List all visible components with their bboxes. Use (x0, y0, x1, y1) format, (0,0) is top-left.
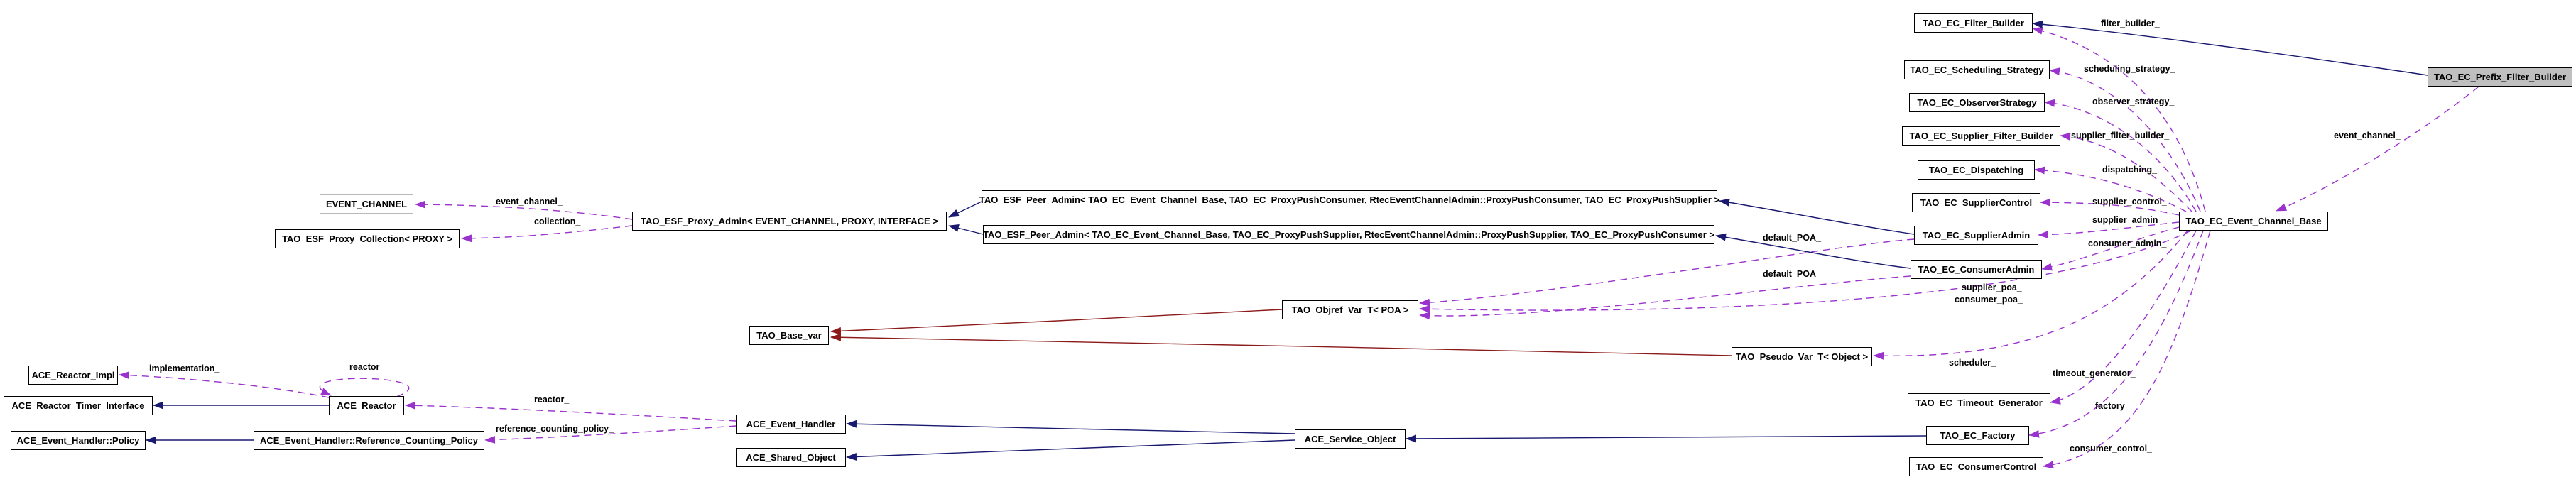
node-esf-proxy-collection[interactable]: TAO_ESF_Proxy_Collection< PROXY > (275, 229, 460, 248)
node-ec-supplier-filter-builder[interactable]: TAO_EC_Supplier_Filter_Builder (1902, 126, 2060, 146)
edge-label-dispatching: dispatching_ (2102, 165, 2158, 175)
edge-usage-observer-strategy (2044, 99, 2197, 212)
edge-usage-reference-counting-policy (484, 425, 737, 444)
node-ace-reactor-timer-interface[interactable]: ACE_Reactor_Timer_Interface (4, 396, 153, 415)
node-ec-supplier-control[interactable]: TAO_EC_SupplierControl (1912, 193, 2040, 212)
edge-usage-reactor (405, 401, 737, 422)
edge-private-pseudo-base-var (830, 333, 1732, 356)
node-event-channel: EVENT_CHANNEL (320, 194, 413, 214)
node-ec-dispatching[interactable]: TAO_EC_Dispatching (1918, 160, 2035, 180)
node-ace-service-object[interactable]: ACE_Service_Object (1295, 429, 1406, 449)
edge-label-supplier-control: supplier_control_ (2092, 197, 2167, 207)
edge-label-reactor-edge: reactor_ (534, 395, 570, 405)
edge-inherit-prefix-filter-builder (2032, 20, 2428, 76)
edge-inherit-supplier-admin-peer (1719, 198, 1915, 235)
edge-label-observer-strategy: observer_strategy_ (2092, 97, 2175, 106)
edge-label-event-channel-left: event_channel_ (496, 197, 563, 207)
edge-label-consumer-poa: consumer_poa_ (1955, 295, 2023, 305)
node-ec-filter-builder[interactable]: TAO_EC_Filter_Builder (1914, 13, 2033, 33)
edge-label-consumer-control: consumer_control_ (2070, 444, 2153, 454)
edge-label-collection: collection_ (534, 216, 581, 226)
node-ace-event-handler[interactable]: ACE_Event_Handler (736, 415, 846, 434)
edge-inherit-peer-consumer-proxy-admin (948, 201, 982, 218)
node-tao-objref-var[interactable]: TAO_Objref_Var_T< POA > (1282, 300, 1418, 319)
node-ec-observer-strategy[interactable]: TAO_EC_ObserverStrategy (1909, 93, 2045, 112)
edge-label-filter-builder: filter_builder_ (2101, 18, 2160, 28)
edge-usage-collection (461, 225, 633, 243)
node-ec-consumer-admin[interactable]: TAO_EC_ConsumerAdmin (1911, 260, 2042, 279)
edge-label-implementation: implementation_ (149, 363, 220, 373)
edge-inherit-peer-supplier-proxy-admin (948, 224, 984, 235)
node-ec-prefix-filter-builder: TAO_EC_Prefix_Filter_Builder (2428, 67, 2572, 87)
edge-label-scheduler: scheduler_ (1949, 358, 1996, 368)
node-ace-shared-object[interactable]: ACE_Shared_Object (736, 448, 846, 467)
edge-private-objref-base-var (830, 309, 1283, 335)
node-esf-peer-admin-consumer[interactable]: TAO_ESF_Peer_Admin< TAO_EC_Event_Channel… (979, 190, 1719, 209)
edge-label-default-poa-consumer: default_POA_ (1763, 269, 1821, 279)
edge-group (119, 20, 2479, 469)
edge-usage-supplier-admin (2038, 221, 2180, 239)
node-ace-event-handler-rcp[interactable]: ACE_Event_Handler::Reference_Counting_Po… (254, 431, 484, 450)
edge-usage-filter-builder (2032, 26, 2206, 212)
node-tao-base-var[interactable]: TAO_Base_var (749, 326, 829, 345)
node-ace-reactor[interactable]: ACE_Reactor (329, 396, 404, 415)
edge-usage-consumer-control (2043, 230, 2211, 469)
edge-usage-consumer-admin (2041, 226, 2180, 271)
edge-label-supplier-filter-builder: supplier_filter_builder_ (2071, 131, 2170, 141)
node-tao-pseudo-var[interactable]: TAO_Pseudo_Var_T< Object > (1732, 347, 1872, 366)
node-ec-consumer-control[interactable]: TAO_EC_ConsumerControl (1909, 457, 2043, 476)
edge-usage-supplier-filter-builder (2060, 132, 2192, 212)
edge-inherit-service-event-handler (846, 420, 1295, 434)
edge-inherit-consumer-admin-peer (1715, 233, 1911, 269)
edge-usage-dispatching (2034, 166, 2187, 212)
node-ec-scheduling-strategy[interactable]: TAO_EC_Scheduling_Strategy (1904, 60, 2050, 79)
edge-usage-supplier-control (2040, 198, 2180, 216)
node-ace-reactor-impl[interactable]: ACE_Reactor_Impl (28, 366, 118, 385)
node-ec-event-channel-base[interactable]: TAO_EC_Event_Channel_Base (2179, 212, 2328, 231)
edge-usage-scheduler (1873, 230, 2188, 360)
edge-usage-factory (2028, 230, 2204, 438)
node-ace-event-handler-policy[interactable]: ACE_Event_Handler::Policy (11, 431, 146, 450)
node-ec-factory[interactable]: TAO_EC_Factory (1926, 426, 2029, 445)
edge-label-scheduling-strategy: scheduling_strategy_ (2084, 64, 2175, 74)
node-ec-timeout-generator[interactable]: TAO_EC_Timeout_Generator (1908, 393, 2050, 412)
edge-label-event-channel-right: event_channel_ (2334, 131, 2401, 141)
edge-usage-event-channel-right (2276, 86, 2479, 212)
edge-label-reference-counting-policy: reference_counting_policy_ (496, 424, 614, 434)
edge-label-consumer-admin: consumer_admin_ (2088, 238, 2167, 248)
edge-label-supplier-admin: supplier_admin_ (2092, 215, 2163, 225)
edge-label-factory: factory_ (2095, 401, 2130, 411)
edge-usage-implementation (119, 371, 330, 398)
node-esf-peer-admin-supplier[interactable]: TAO_ESF_Peer_Admin< TAO_EC_Event_Channel… (983, 225, 1714, 244)
edge-usage-event-channel-left (415, 200, 633, 220)
edge-usage-default-poa-supplier (1419, 238, 1915, 307)
edge-usage-supplier-consumer-poa (1419, 230, 2192, 313)
edge-label-supplier-poa: supplier_poa_ (1962, 283, 2022, 292)
edge-usage-reactor-self-loop (319, 378, 410, 397)
edge-inherit-service-shared-object (846, 439, 1295, 461)
edge-inherit-factory-service-object (1406, 434, 1927, 443)
edge-usage-scheduling-strategy (2049, 67, 2201, 212)
edge-label-default-poa-supplier: default_POA_ (1763, 233, 1821, 243)
node-esf-proxy-admin[interactable]: TAO_ESF_Proxy_Admin< EVENT_CHANNEL, PROX… (632, 212, 947, 231)
edge-label-timeout-generator: timeout_generator_ (2053, 368, 2136, 378)
edge-label-reactor-loop: reactor_ (349, 362, 385, 372)
node-ec-supplier-admin[interactable]: TAO_EC_SupplierAdmin (1914, 226, 2038, 245)
edge-usage-default-poa-consumer (1419, 275, 1911, 320)
